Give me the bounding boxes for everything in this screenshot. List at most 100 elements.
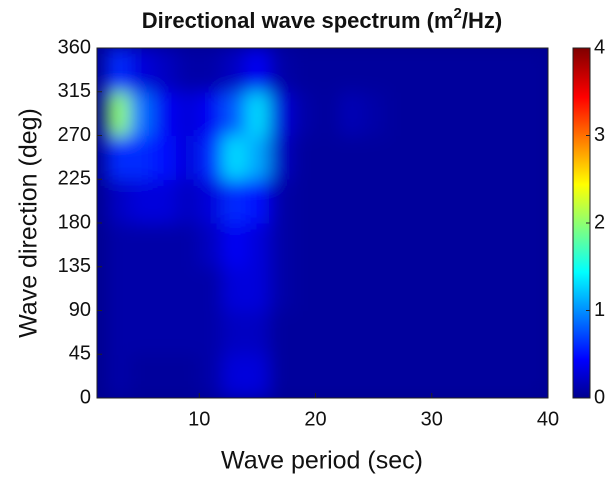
heat-cell [408,310,433,355]
heat-cell [222,310,247,355]
heat-cell [106,266,131,311]
chart-title: Directional wave spectrum (m2/Hz) [142,5,502,33]
heat-cell [455,135,479,180]
y-tick-label: 90 [69,299,91,321]
heat-cell [292,179,317,224]
heat-cell [292,91,317,136]
heat-cell [338,179,363,224]
heat-cell [385,91,410,136]
heat-cell [222,266,247,311]
heat-cell [152,91,177,136]
title-text: Directional wave spectrum (m [142,8,454,33]
heat-cell [129,354,154,398]
heat-cell [338,310,363,355]
heat-cell [431,310,456,355]
heat-cell [362,48,386,93]
heat-cell [129,310,154,355]
heat-cell [408,266,433,311]
x-tick-label: 10 [188,408,210,430]
heat-cell [176,354,200,398]
colorbar-tick-label: 2 [594,211,605,233]
heat-cell [431,266,456,311]
heat-cell [106,48,131,93]
heat-cell [245,179,270,224]
heat-cell [524,310,548,355]
heat-cell [431,91,456,136]
heat-cell [455,310,479,355]
heat-cell [455,179,479,224]
heat-cell [176,135,200,180]
heat-cell [269,91,293,136]
heat-cell [385,310,410,355]
heat-cell [385,135,410,180]
heat-cell [431,48,456,93]
heat-cell [176,266,200,311]
heat-cell [152,179,177,224]
heat-cell [385,179,410,224]
heat-cell [245,310,270,355]
heat-cell [176,91,200,136]
heat-cell [338,48,363,93]
heat-cell [269,179,293,224]
heat-cell [524,266,548,311]
heat-cell [408,354,433,398]
y-tick-label: 135 [58,255,91,277]
heat-cell [478,266,503,311]
heat-cell [338,91,363,136]
y-tick-label: 45 [69,343,91,365]
heat-cell [501,179,526,224]
heat-cell [478,48,503,93]
y-tick-label: 315 [58,80,91,102]
y-tick-label: 225 [58,168,91,190]
heat-cell [199,223,224,268]
heat-cell [408,48,433,93]
heat-cell [478,354,503,398]
heat-cell [292,266,317,311]
heat-cell [269,135,293,180]
heat-cell [501,266,526,311]
heat-cell [524,135,548,180]
heat-cell [478,310,503,355]
heat-cell [199,91,224,136]
heat-cell [106,135,131,180]
heat-cell [199,354,224,398]
heat-cell [362,179,386,224]
heat-cell [292,310,317,355]
y-tick-label: 0 [80,386,91,408]
heat-cell [222,91,247,136]
heat-cell [199,179,224,224]
heat-cell [362,223,386,268]
heat-cell [455,48,479,93]
heat-cell [245,354,270,398]
heat-cell [362,266,386,311]
heat-cell [245,223,270,268]
heat-cell [199,135,224,180]
heat-cell [152,223,177,268]
heat-cell [199,48,224,93]
heat-cell [222,354,247,398]
heat-cell [455,91,479,136]
y-tick-label: 360 [58,36,91,58]
heat-cell [152,310,177,355]
heat-cell [106,91,131,136]
heat-field [106,48,548,398]
heat-cell [524,179,548,224]
heat-cell [269,48,293,93]
heat-cell [385,354,410,398]
heat-cell [455,223,479,268]
heat-cell [292,135,317,180]
heat-cell [269,310,293,355]
heat-cell [524,91,548,136]
heat-cell [152,48,177,93]
heat-cell [385,266,410,311]
heat-cell [292,354,317,398]
title-text: /Hz) [462,8,502,33]
heat-cell [408,179,433,224]
heat-cell [222,179,247,224]
y-axis-label: Wave direction (deg) [15,108,43,338]
title-superscript: 2 [454,5,462,22]
x-tick-label: 40 [537,408,559,430]
heat-cell [431,354,456,398]
heat-cell [385,223,410,268]
x-axis-label: Wave period (sec) [221,447,423,475]
